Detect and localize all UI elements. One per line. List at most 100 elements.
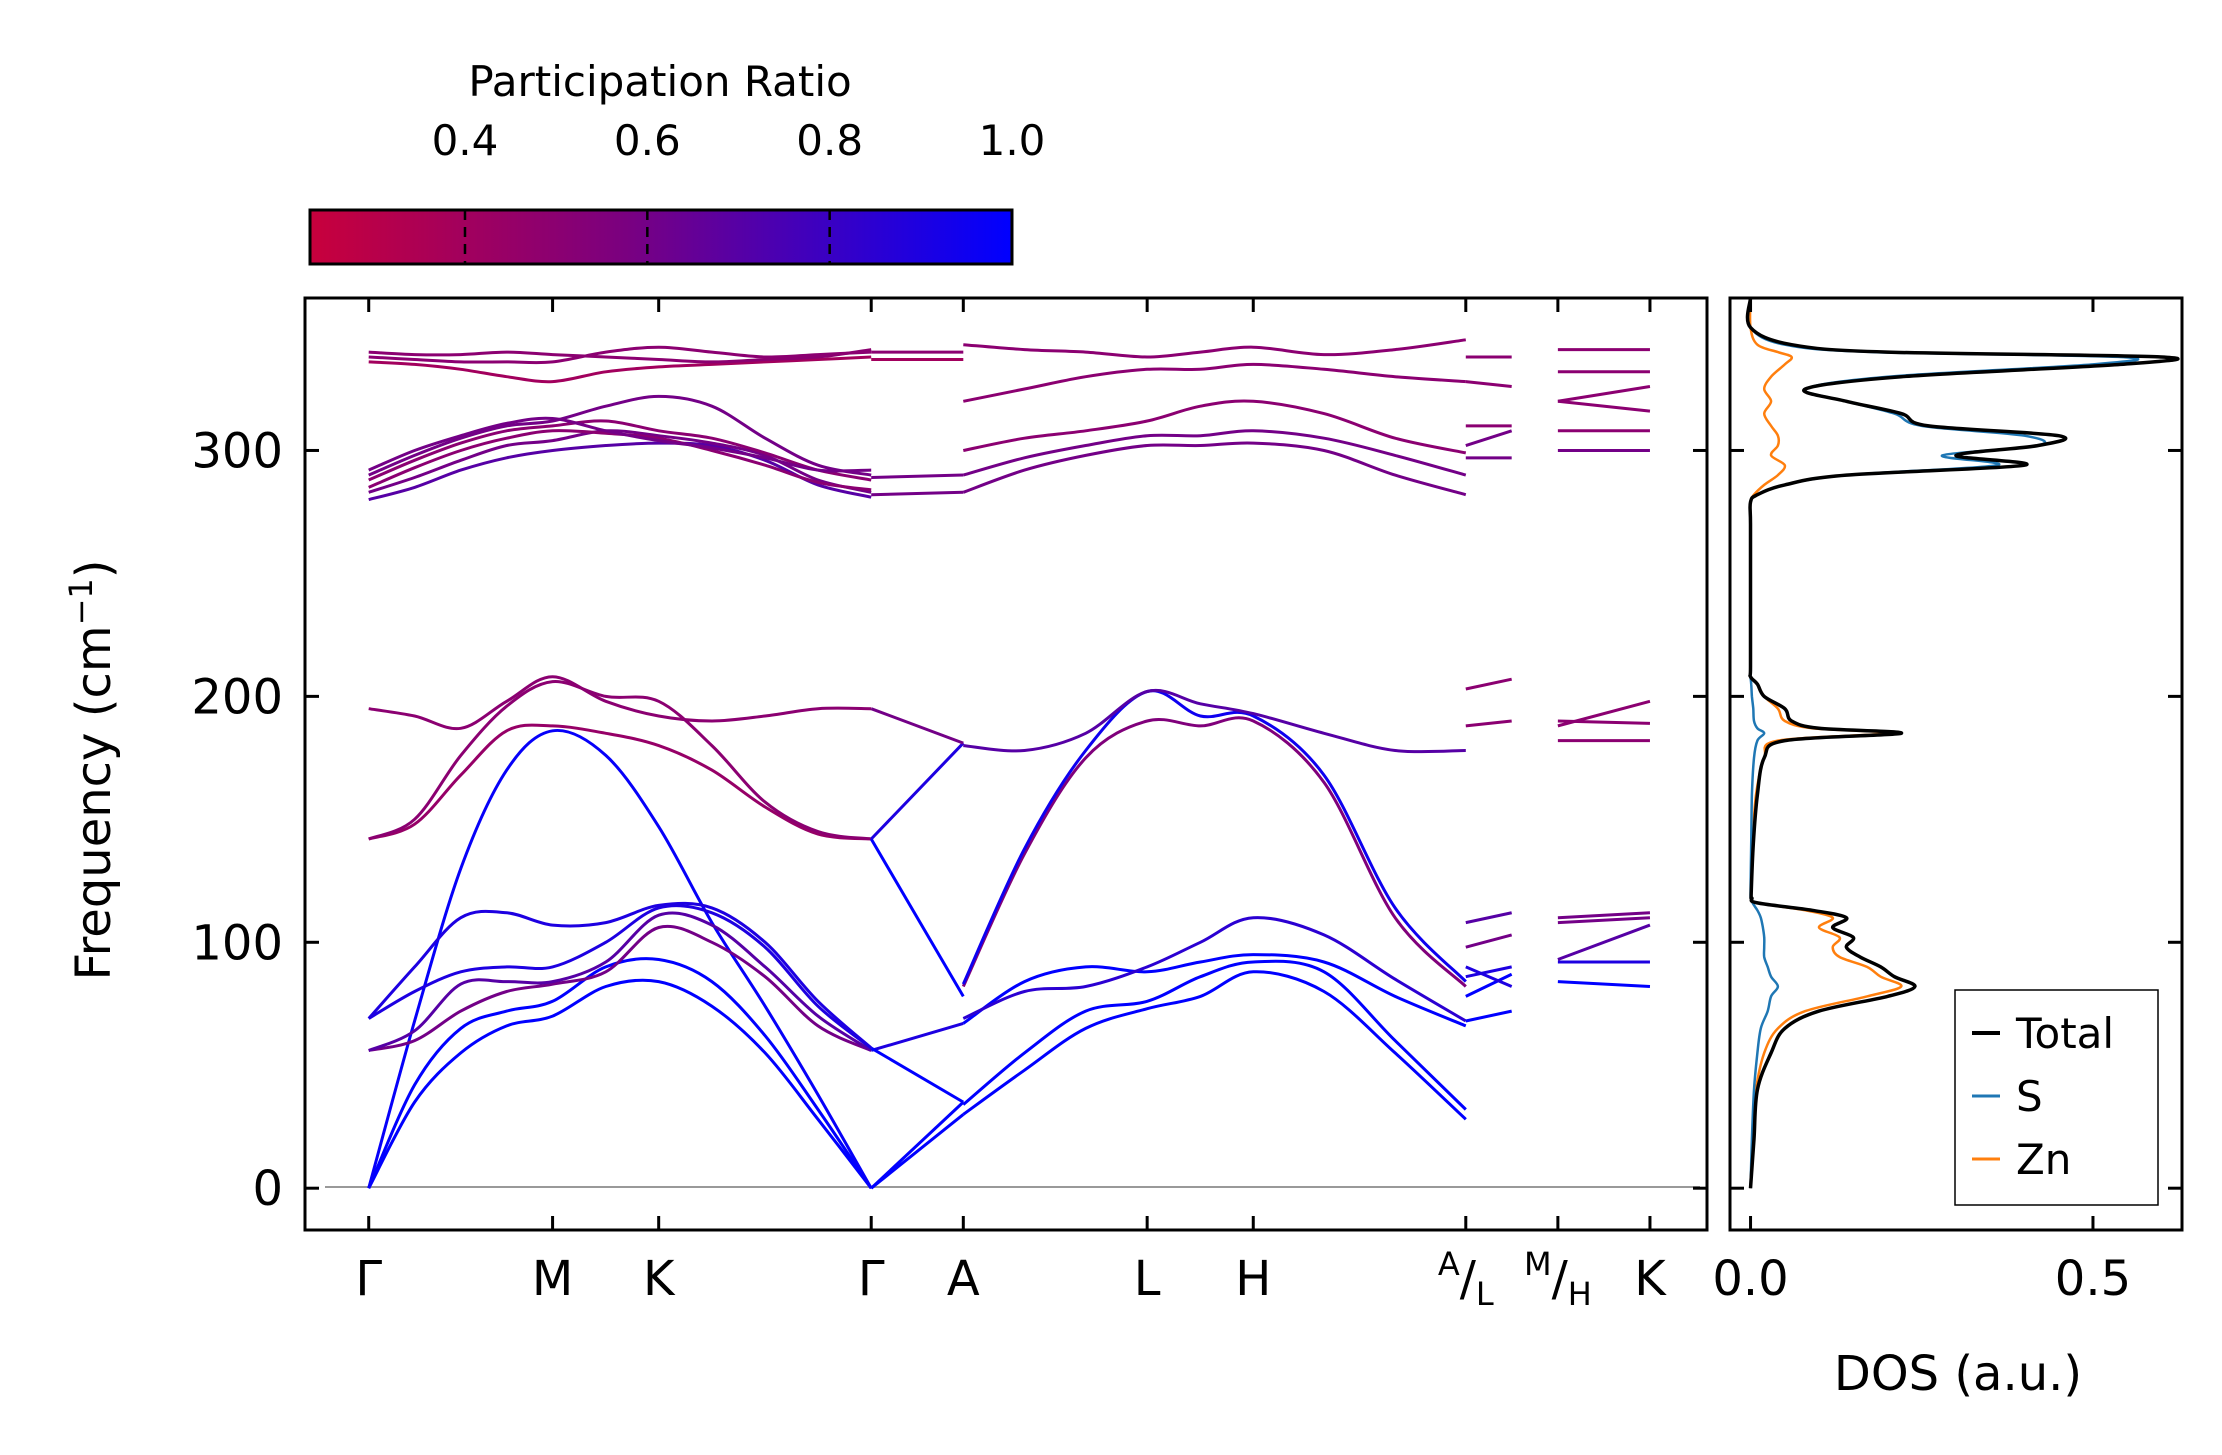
band-line (368, 348, 872, 364)
band-line (962, 916, 1467, 1023)
y-tick-label: 200 (191, 669, 283, 725)
band-line (963, 338, 1467, 359)
band-line (368, 429, 872, 492)
band-line (368, 441, 872, 502)
band-lines (367, 338, 1651, 1190)
band-line (871, 490, 964, 497)
dos-frame (1728, 296, 2184, 1232)
dos-lines (1745, 297, 2180, 1189)
band-line (367, 957, 873, 1190)
band-line (962, 970, 1467, 1121)
band-line (367, 978, 873, 1190)
k-label-slash: / (1552, 1251, 1569, 1307)
band-line (1465, 429, 1513, 447)
legend-items: Total S Zn (1972, 1009, 2114, 1184)
band-line (1557, 916, 1651, 925)
band-line (368, 355, 872, 384)
colorbar-tick-label: 1.0 (979, 116, 1046, 165)
colorbar-tick-label: 0.4 (432, 116, 499, 165)
k-point-label: Γ (858, 1251, 885, 1307)
band-line (368, 723, 872, 841)
ylabel-main: Frequency (cm (66, 625, 122, 980)
legend-label-zn: Zn (2016, 1135, 2071, 1184)
y-tick-label: 100 (191, 915, 283, 971)
band-k-point-ticks: Γ M K Γ A L H A/LM/H K (355, 298, 1667, 1313)
band-line (870, 707, 964, 745)
k-point-label: L (1134, 1251, 1161, 1307)
band-line (1465, 965, 1513, 988)
band-line (1465, 965, 1512, 979)
band-line (870, 1101, 965, 1190)
colorbar-title: Participation Ratio (468, 57, 851, 106)
band-line (962, 959, 1467, 1111)
band-line (1557, 923, 1651, 961)
band-y-ticks: 0 100 200 300 (191, 423, 1707, 1217)
colorbar-tick-label: 0.6 (614, 116, 681, 165)
k-point-label: Γ (355, 1251, 382, 1307)
band-line (368, 419, 872, 482)
ylabel-end: ) (66, 559, 122, 578)
band-line (367, 904, 873, 1050)
dos-line-zn (1748, 297, 1903, 1189)
band-line (1465, 972, 1513, 998)
band-line (870, 742, 965, 841)
band-line (368, 416, 872, 473)
colorbar: Participation Ratio 0.4 0.6 0.8 1.0 (308, 57, 1046, 266)
band-line (1465, 380, 1512, 389)
dos-line-total (1745, 297, 2180, 1189)
band-line (870, 1046, 965, 1104)
band-line (368, 675, 872, 731)
legend-label-s: S (2016, 1072, 2043, 1121)
band-line (963, 688, 1466, 754)
legend-label-total: Total (2015, 1009, 2114, 1058)
band-line (871, 473, 964, 480)
colorbar-tick-label: 0.8 (796, 116, 863, 165)
band-line (1465, 933, 1513, 949)
band-line (962, 399, 1467, 455)
band-line (368, 924, 872, 1052)
k-point-label: K (643, 1251, 676, 1307)
dos-x-tick-label: 0.0 (1712, 1251, 1788, 1307)
band-line (368, 394, 872, 477)
k-point-label: M (532, 1251, 573, 1307)
band-y-axis-title: Frequency (cm−1) (62, 559, 122, 980)
band-line (962, 429, 1467, 477)
band-line (1465, 911, 1512, 925)
y-tick-label: 300 (191, 423, 283, 479)
band-line (1557, 399, 1651, 413)
k-label-upper: A (1438, 1245, 1460, 1283)
band-line (368, 680, 872, 841)
dos-panel: 0.0 0.5 DOS (a.u.) Total S Zn (1712, 296, 2184, 1402)
band-line (1465, 719, 1512, 728)
ylabel-superscript: −1 (62, 578, 100, 625)
band-line (962, 362, 1466, 403)
colorbar-ticks: 0.4 0.6 0.8 1.0 (432, 116, 1046, 264)
dos-ticks: 0.0 0.5 (1712, 298, 2182, 1307)
colorbar-gradient (308, 208, 1014, 266)
band-line (1557, 385, 1651, 403)
dos-x-axis-title: DOS (a.u.) (1834, 1346, 2082, 1402)
band-line (368, 345, 872, 365)
legend: Total S Zn (1954, 989, 2159, 1206)
band-line (1465, 1009, 1512, 1023)
band-line (368, 911, 873, 1052)
band-line (961, 689, 1467, 985)
band-line (962, 953, 1467, 1028)
band-line (1557, 699, 1651, 728)
dos-x-tick-label: 0.5 (2055, 1251, 2131, 1307)
y-tick-label: 0 (252, 1161, 283, 1217)
band-line (961, 716, 1467, 988)
k-point-label: K (1634, 1251, 1667, 1307)
k-point-label: A/L (1438, 1245, 1494, 1313)
band-line (367, 728, 873, 1189)
band-line (1557, 911, 1651, 920)
k-label-upper: M (1524, 1245, 1552, 1283)
k-label-lower: H (1568, 1275, 1592, 1313)
band-line (869, 838, 965, 998)
band-frame (303, 296, 1709, 1232)
band-line (367, 901, 873, 1050)
k-point-label: A (947, 1251, 980, 1307)
band-line (1465, 677, 1512, 691)
